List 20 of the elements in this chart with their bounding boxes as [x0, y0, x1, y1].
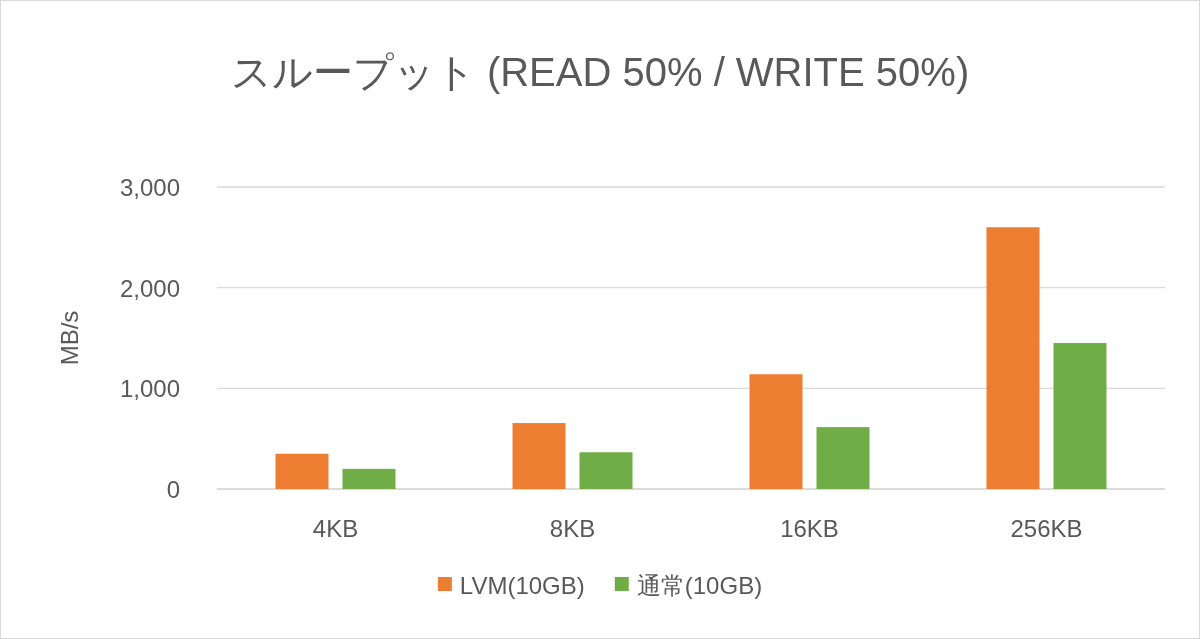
x-tick-label: 8KB: [549, 515, 596, 542]
chart-title: スループット (READ 50% / WRITE 50%): [230, 50, 970, 94]
legend-label: LVM(10GB): [459, 572, 585, 599]
y-tick-label: 2,000: [119, 274, 180, 302]
y-tick-label: 0: [166, 476, 180, 503]
bar: [275, 453, 329, 489]
x-tick-label: 16KB: [780, 515, 839, 542]
legend-label: 通常(10GB): [636, 572, 763, 599]
y-tick-label: 3,000: [119, 174, 180, 201]
bar: [986, 227, 1040, 489]
y-tick-label: 1,000: [119, 375, 180, 403]
y-axis-title: MB/s: [56, 310, 83, 366]
bar: [512, 423, 566, 489]
bar: [579, 452, 633, 489]
bar: [342, 468, 396, 489]
bar: [816, 427, 870, 489]
bar: [749, 374, 803, 489]
x-tick-label: 256KB: [1010, 515, 1083, 542]
bar: [1053, 343, 1107, 489]
x-tick-label: 4KB: [312, 515, 359, 542]
